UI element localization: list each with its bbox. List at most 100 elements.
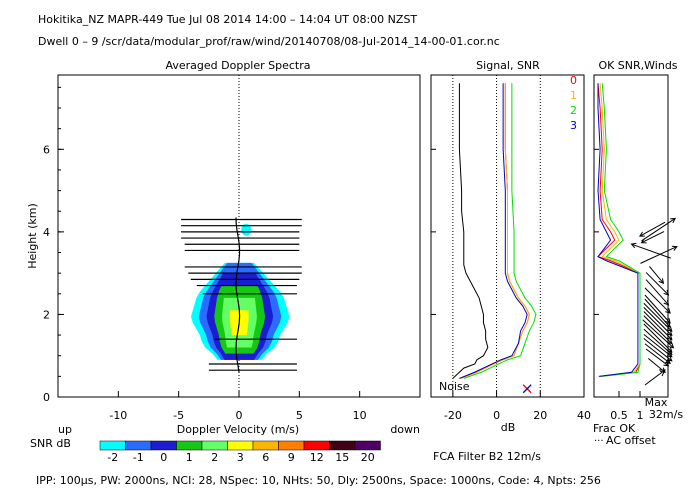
colorbar-tick-label: 9 [288, 451, 295, 464]
header-subtitle: Dwell 0 – 9 /scr/data/modular_prof/raw/w… [38, 35, 500, 48]
wind-arrowhead [666, 326, 673, 332]
fca-filter: FCA Filter B2 12m/s [433, 450, 541, 463]
colorbar-swatch [201, 440, 228, 451]
colorbar-tick-label: 20 [361, 451, 375, 464]
wind-arrowhead [666, 356, 673, 362]
colorbar-swatch [99, 440, 126, 451]
colorbar-swatch [329, 440, 356, 451]
noise-label: Noise [439, 380, 470, 393]
wind-arrow [644, 294, 671, 324]
wind-arrowhead [666, 330, 673, 337]
colorbar-tick-label: 0 [160, 451, 167, 464]
x-axis-label: Doppler Velocity (m/s) [177, 423, 299, 436]
winds-x-tick-label: 0.5 [610, 409, 628, 422]
wind-arrow [645, 348, 669, 367]
legend-2: 2 [570, 104, 577, 117]
wind-arrowhead [670, 217, 677, 224]
snr-line-noise [452, 83, 489, 379]
snr-plot: -20 0 20 40 [431, 75, 591, 422]
frac-line-frac-3 [597, 83, 639, 377]
colorbar: -2 -1 0 1 2 3 6 9 12 15 20 [99, 440, 381, 464]
colorbar-tick-label: 12 [310, 451, 324, 464]
frac-line-frac-2 [601, 83, 641, 377]
colorbar-tick-label: 6 [262, 451, 269, 464]
colorbar-tick-label: 1 [186, 451, 193, 464]
wind-arrow [643, 311, 673, 340]
winds-frame [593, 74, 669, 398]
winds-x-tick-label: 1 [637, 409, 644, 422]
colorbar-swatch [176, 440, 203, 451]
y-tick-label: 0 [43, 391, 50, 404]
colorbar-label: SNR dB [30, 437, 71, 450]
snr-x-tick-label: 20 [533, 409, 547, 422]
colorbar-swatch [354, 440, 381, 451]
x-tick-label: 5 [296, 409, 303, 422]
footer-params: IPP: 100μs, PW: 2000ns, NCI: 28, NSpec: … [36, 474, 601, 487]
wind-arrow [641, 218, 676, 242]
wind-arrow [644, 298, 671, 328]
snr-xlabel: dB [501, 421, 516, 434]
wind-arrowhead [668, 342, 675, 349]
colorbar-tick-label: 3 [237, 451, 244, 464]
down-label: down [390, 423, 420, 436]
snr-line-snr-0 [459, 83, 530, 379]
colorbar-swatch [125, 440, 152, 451]
max-arrowhead [659, 369, 666, 377]
wind-arrow [639, 221, 666, 237]
ac-offset-label: AC offset [606, 434, 656, 447]
colorbar-swatch [252, 440, 279, 451]
snr-marker [522, 384, 532, 394]
y-axis-label: Height (km) [26, 203, 39, 269]
wind-arrowhead [666, 334, 673, 341]
snr-x-tick-label: 0 [493, 409, 500, 422]
winds-plot: 0.5 1 0 1 2 3 [570, 74, 678, 422]
wind-arrow [649, 266, 664, 284]
snr-frame [430, 74, 585, 398]
snr-line-snr-2 [463, 83, 537, 379]
header-title: Hokitika_NZ MAPR-449 Tue Jul 08 2014 14:… [38, 13, 417, 26]
colorbar-swatch [303, 440, 330, 451]
x-tick-label: 0 [236, 409, 243, 422]
x-tick-label: 10 [353, 409, 367, 422]
x-tick-label: -10 [109, 409, 127, 422]
wind-arrowhead [665, 317, 671, 324]
spectra-title: Averaged Doppler Spectra [165, 59, 310, 72]
wind-arrowhead [665, 322, 671, 328]
colorbar-swatch [278, 440, 305, 451]
snr-line-snr-1 [461, 83, 530, 379]
colorbar-tick-label: 2 [211, 451, 218, 464]
max-arrow [644, 369, 666, 386]
max-label: Max [645, 396, 668, 409]
wind-arrowhead [663, 289, 670, 296]
colorbar-swatch [150, 440, 177, 451]
wind-arrow [640, 246, 678, 264]
colorbar-swatch [227, 440, 254, 451]
y-tick-label: 4 [43, 226, 50, 239]
wind-arrow [631, 243, 671, 259]
spectrum-blob [241, 223, 252, 236]
wind-arrow [644, 287, 671, 314]
frac-line-frac-1 [599, 83, 641, 377]
wind-arrow [643, 323, 673, 353]
ac-offset-dots: ··· [594, 436, 604, 447]
snr-line-snr-3 [459, 83, 528, 379]
wind-arrow [645, 279, 669, 306]
winds-title: OK SNR,Winds [598, 59, 677, 72]
wind-arrowhead [660, 367, 666, 374]
snr-x-tick-label: 40 [577, 409, 591, 422]
snr-title: Signal, SNR [476, 59, 540, 72]
x-tick-label: -5 [173, 409, 184, 422]
wind-arrowhead [630, 242, 637, 249]
frac-ok-label: Frac OK [593, 422, 636, 435]
wind-arrow [641, 231, 665, 244]
legend-0: 0 [570, 74, 577, 87]
spectra-plot: 0 2 4 6 -10 -5 0 5 10 [43, 75, 367, 422]
legend-1: 1 [570, 89, 577, 102]
y-tick-label: 2 [43, 308, 50, 321]
colorbar-tick-label: -1 [133, 451, 144, 464]
max-value: 32m/s [649, 408, 683, 421]
colorbar-tick-label: 15 [335, 451, 349, 464]
wind-arrowhead [666, 338, 673, 345]
mean-velocity-trace [235, 217, 241, 373]
